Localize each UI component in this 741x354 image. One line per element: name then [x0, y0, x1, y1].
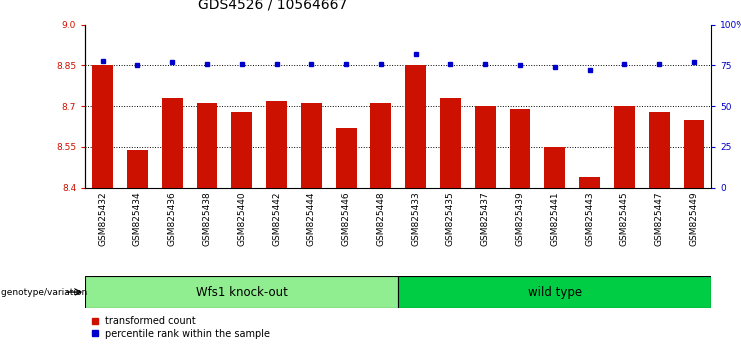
Bar: [92, 65, 113, 188]
Text: GSM825435: GSM825435: [446, 191, 455, 246]
Bar: [231, 112, 252, 188]
Text: GSM825441: GSM825441: [551, 191, 559, 246]
Text: GSM825442: GSM825442: [272, 191, 281, 246]
Text: GDS4526 / 10564667: GDS4526 / 10564667: [198, 0, 348, 12]
Text: GSM825446: GSM825446: [342, 191, 350, 246]
Text: genotype/variation: genotype/variation: [1, 287, 90, 297]
Text: GSM825439: GSM825439: [516, 191, 525, 246]
Bar: [475, 106, 496, 188]
Bar: [301, 103, 322, 188]
Text: GSM825444: GSM825444: [307, 191, 316, 246]
Bar: [510, 109, 531, 188]
Text: GSM825448: GSM825448: [376, 191, 385, 246]
Text: GSM825432: GSM825432: [98, 191, 107, 246]
Bar: [399, 276, 711, 308]
Text: GSM825438: GSM825438: [202, 191, 211, 246]
Text: GSM825447: GSM825447: [655, 191, 664, 246]
Text: wild type: wild type: [528, 286, 582, 298]
Bar: [127, 150, 147, 188]
Text: GSM825440: GSM825440: [237, 191, 246, 246]
Text: GSM825437: GSM825437: [481, 191, 490, 246]
Bar: [440, 98, 461, 188]
Text: GSM825434: GSM825434: [133, 191, 142, 246]
Text: GSM825443: GSM825443: [585, 191, 594, 246]
Bar: [162, 98, 182, 188]
Bar: [683, 120, 705, 188]
Bar: [370, 103, 391, 188]
Bar: [614, 106, 635, 188]
Bar: [85, 276, 399, 308]
Text: GSM825445: GSM825445: [620, 191, 629, 246]
Text: GSM825436: GSM825436: [167, 191, 176, 246]
Bar: [579, 177, 600, 188]
Text: Wfs1 knock-out: Wfs1 knock-out: [196, 286, 288, 298]
Text: GSM825449: GSM825449: [689, 191, 699, 246]
Bar: [649, 112, 670, 188]
Bar: [196, 103, 217, 188]
Bar: [405, 65, 426, 188]
Text: GSM825433: GSM825433: [411, 191, 420, 246]
Bar: [545, 147, 565, 188]
Bar: [336, 128, 356, 188]
Bar: [266, 101, 287, 188]
Legend: transformed count, percentile rank within the sample: transformed count, percentile rank withi…: [90, 316, 270, 339]
